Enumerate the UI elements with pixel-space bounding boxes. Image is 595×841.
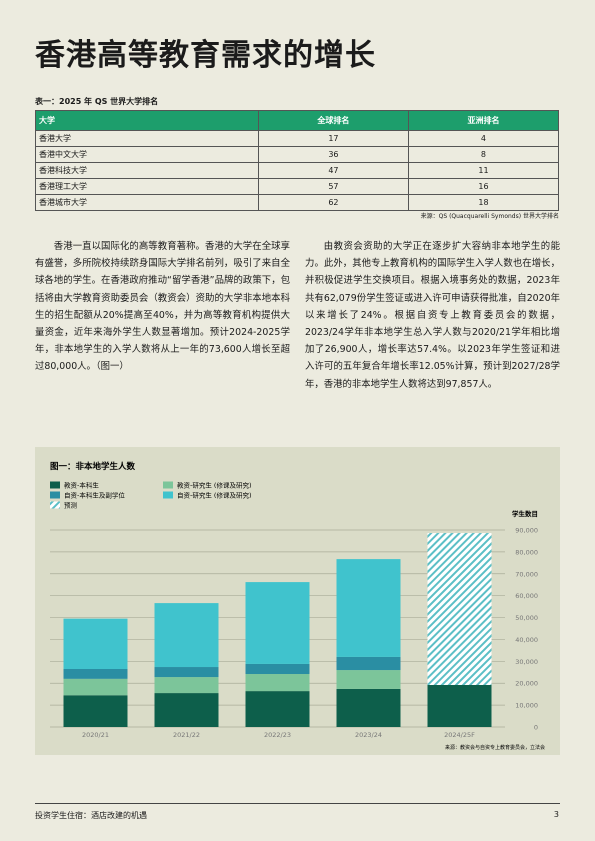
y-tick-label: 10,000 — [515, 702, 538, 710]
table-cell: 香港城市大学 — [35, 194, 259, 211]
paragraph: 由教资会资助的大学正在逐步扩大容纳非本地学生的能力。此外，其他专上教育机构的国际… — [305, 241, 560, 390]
table-cell: 4 — [407, 130, 560, 147]
chart-panel: 图一：非本地学生人数教资-本科生 教资-研究生 (修课及研究) 自资-本科生及副学位… — [35, 447, 560, 755]
y-tick-label: 70,000 — [515, 570, 538, 578]
table-cell: 57 — [257, 178, 409, 195]
y-axis-label: 学生数目 — [512, 509, 538, 518]
forecast-bar-segment — [427, 533, 492, 685]
table-cell: 16 — [407, 178, 560, 195]
footer-rule — [35, 803, 560, 804]
y-tick-label: 80,000 — [515, 548, 538, 556]
bar-segment — [245, 674, 310, 692]
legend-swatch — [50, 491, 60, 499]
table-cell: 18 — [407, 194, 560, 211]
page-title: 香港高等教育需求的增长 — [35, 38, 376, 73]
table-cell: 36 — [257, 146, 409, 163]
bar-segment — [63, 695, 128, 727]
y-tick-label: 40,000 — [515, 636, 538, 644]
ranking-table: 大学 全球排名 亚洲排名 香港大学 17 4 香港中文大学 36 8 香港科技大学 47 11 香港理工… — [35, 110, 560, 211]
y-tick-label: 60,000 — [515, 592, 538, 600]
table-body: 香港大学 17 4 香港中文大学 36 8 香港科技大学 47 11 香港理工大学 57 16 香港城市… — [35, 130, 560, 211]
table-caption: 表一：2025 年 QS 世界大学排名 — [35, 97, 159, 106]
table-row: 香港中文大学 36 8 — [35, 146, 560, 163]
table-row: 香港科技大学 47 11 — [35, 162, 560, 179]
legend-swatch — [50, 501, 60, 509]
chart-source: 来源：教资会与自资专上教育委员会，立法会 — [445, 744, 545, 751]
y-tick-label: 90,000 — [515, 527, 538, 535]
legend-label: 教资-本科生 — [64, 481, 99, 490]
bar-segment — [154, 693, 219, 727]
bar-segment — [336, 688, 401, 727]
legend-label: 教资-研究生 (修课及研究) — [177, 481, 251, 490]
bar-segment — [336, 656, 401, 671]
paragraph: 香港一直以国际化的高等教育著称。香港的大学在全球享有盛誉，多所院校持续跻身国际大… — [35, 241, 290, 373]
table-cell: 11 — [407, 162, 560, 179]
bar-segment — [245, 663, 310, 675]
x-tick-label: 2023/24 — [355, 731, 382, 739]
bar-segment — [336, 559, 401, 657]
bar-segment — [427, 684, 492, 727]
legend-label: 自资-本科生及副学位 — [64, 491, 125, 500]
table-source: 来源：QS (Quacquarelli Symonds) 世界大学排名 — [420, 213, 559, 220]
column-header: 亚洲排名 — [407, 110, 560, 131]
bar-segment — [154, 603, 219, 668]
y-tick-label: 50,000 — [515, 614, 538, 622]
table-row: 香港城市大学 62 18 — [35, 194, 560, 211]
column-header: 大学 — [35, 110, 259, 131]
table-row: 香港理工大学 57 16 — [35, 178, 560, 195]
x-tick-label: 2024/25F — [444, 731, 475, 739]
column-header: 全球排名 — [257, 110, 409, 131]
table-cell: 香港理工大学 — [35, 178, 259, 195]
bar-segment — [63, 668, 128, 679]
footer-text: 投资学生住宿：酒店改建的机遇 — [35, 811, 147, 820]
y-tick-label: 0 — [534, 724, 538, 732]
chart-title: 图一：非本地学生人数 — [50, 461, 136, 472]
bar-segment — [154, 677, 219, 694]
table-header: 大学 全球排名 亚洲排名 — [35, 110, 560, 131]
table-cell: 47 — [257, 162, 409, 179]
legend-label: 预测 — [64, 501, 78, 510]
bar-segment — [63, 618, 128, 669]
x-tick-label: 2022/23 — [264, 731, 291, 739]
legend-swatch — [163, 481, 173, 489]
bar-segment — [245, 691, 310, 727]
x-tick-label: 2020/21 — [82, 731, 109, 739]
table-cell: 香港大学 — [35, 130, 259, 147]
page-number: 3 — [553, 810, 559, 819]
bar-segment — [245, 582, 310, 664]
table-row: 香港大学 17 4 — [35, 130, 560, 147]
bar-segment — [154, 667, 219, 678]
legend-label: 自资-研究生 (修课及研究) — [177, 491, 251, 500]
bar-segment — [336, 670, 401, 689]
x-tick-label: 2021/22 — [173, 731, 200, 739]
table-cell: 62 — [257, 194, 409, 211]
legend-swatch — [50, 481, 60, 489]
legend-swatch — [163, 491, 173, 499]
bar-segment — [63, 678, 128, 696]
table-cell: 8 — [407, 146, 560, 163]
table-cell: 17 — [257, 130, 409, 147]
y-tick-label: 30,000 — [515, 658, 538, 666]
y-tick-label: 20,000 — [515, 680, 538, 688]
table-cell: 香港科技大学 — [35, 162, 259, 179]
table-cell: 香港中文大学 — [35, 146, 259, 163]
